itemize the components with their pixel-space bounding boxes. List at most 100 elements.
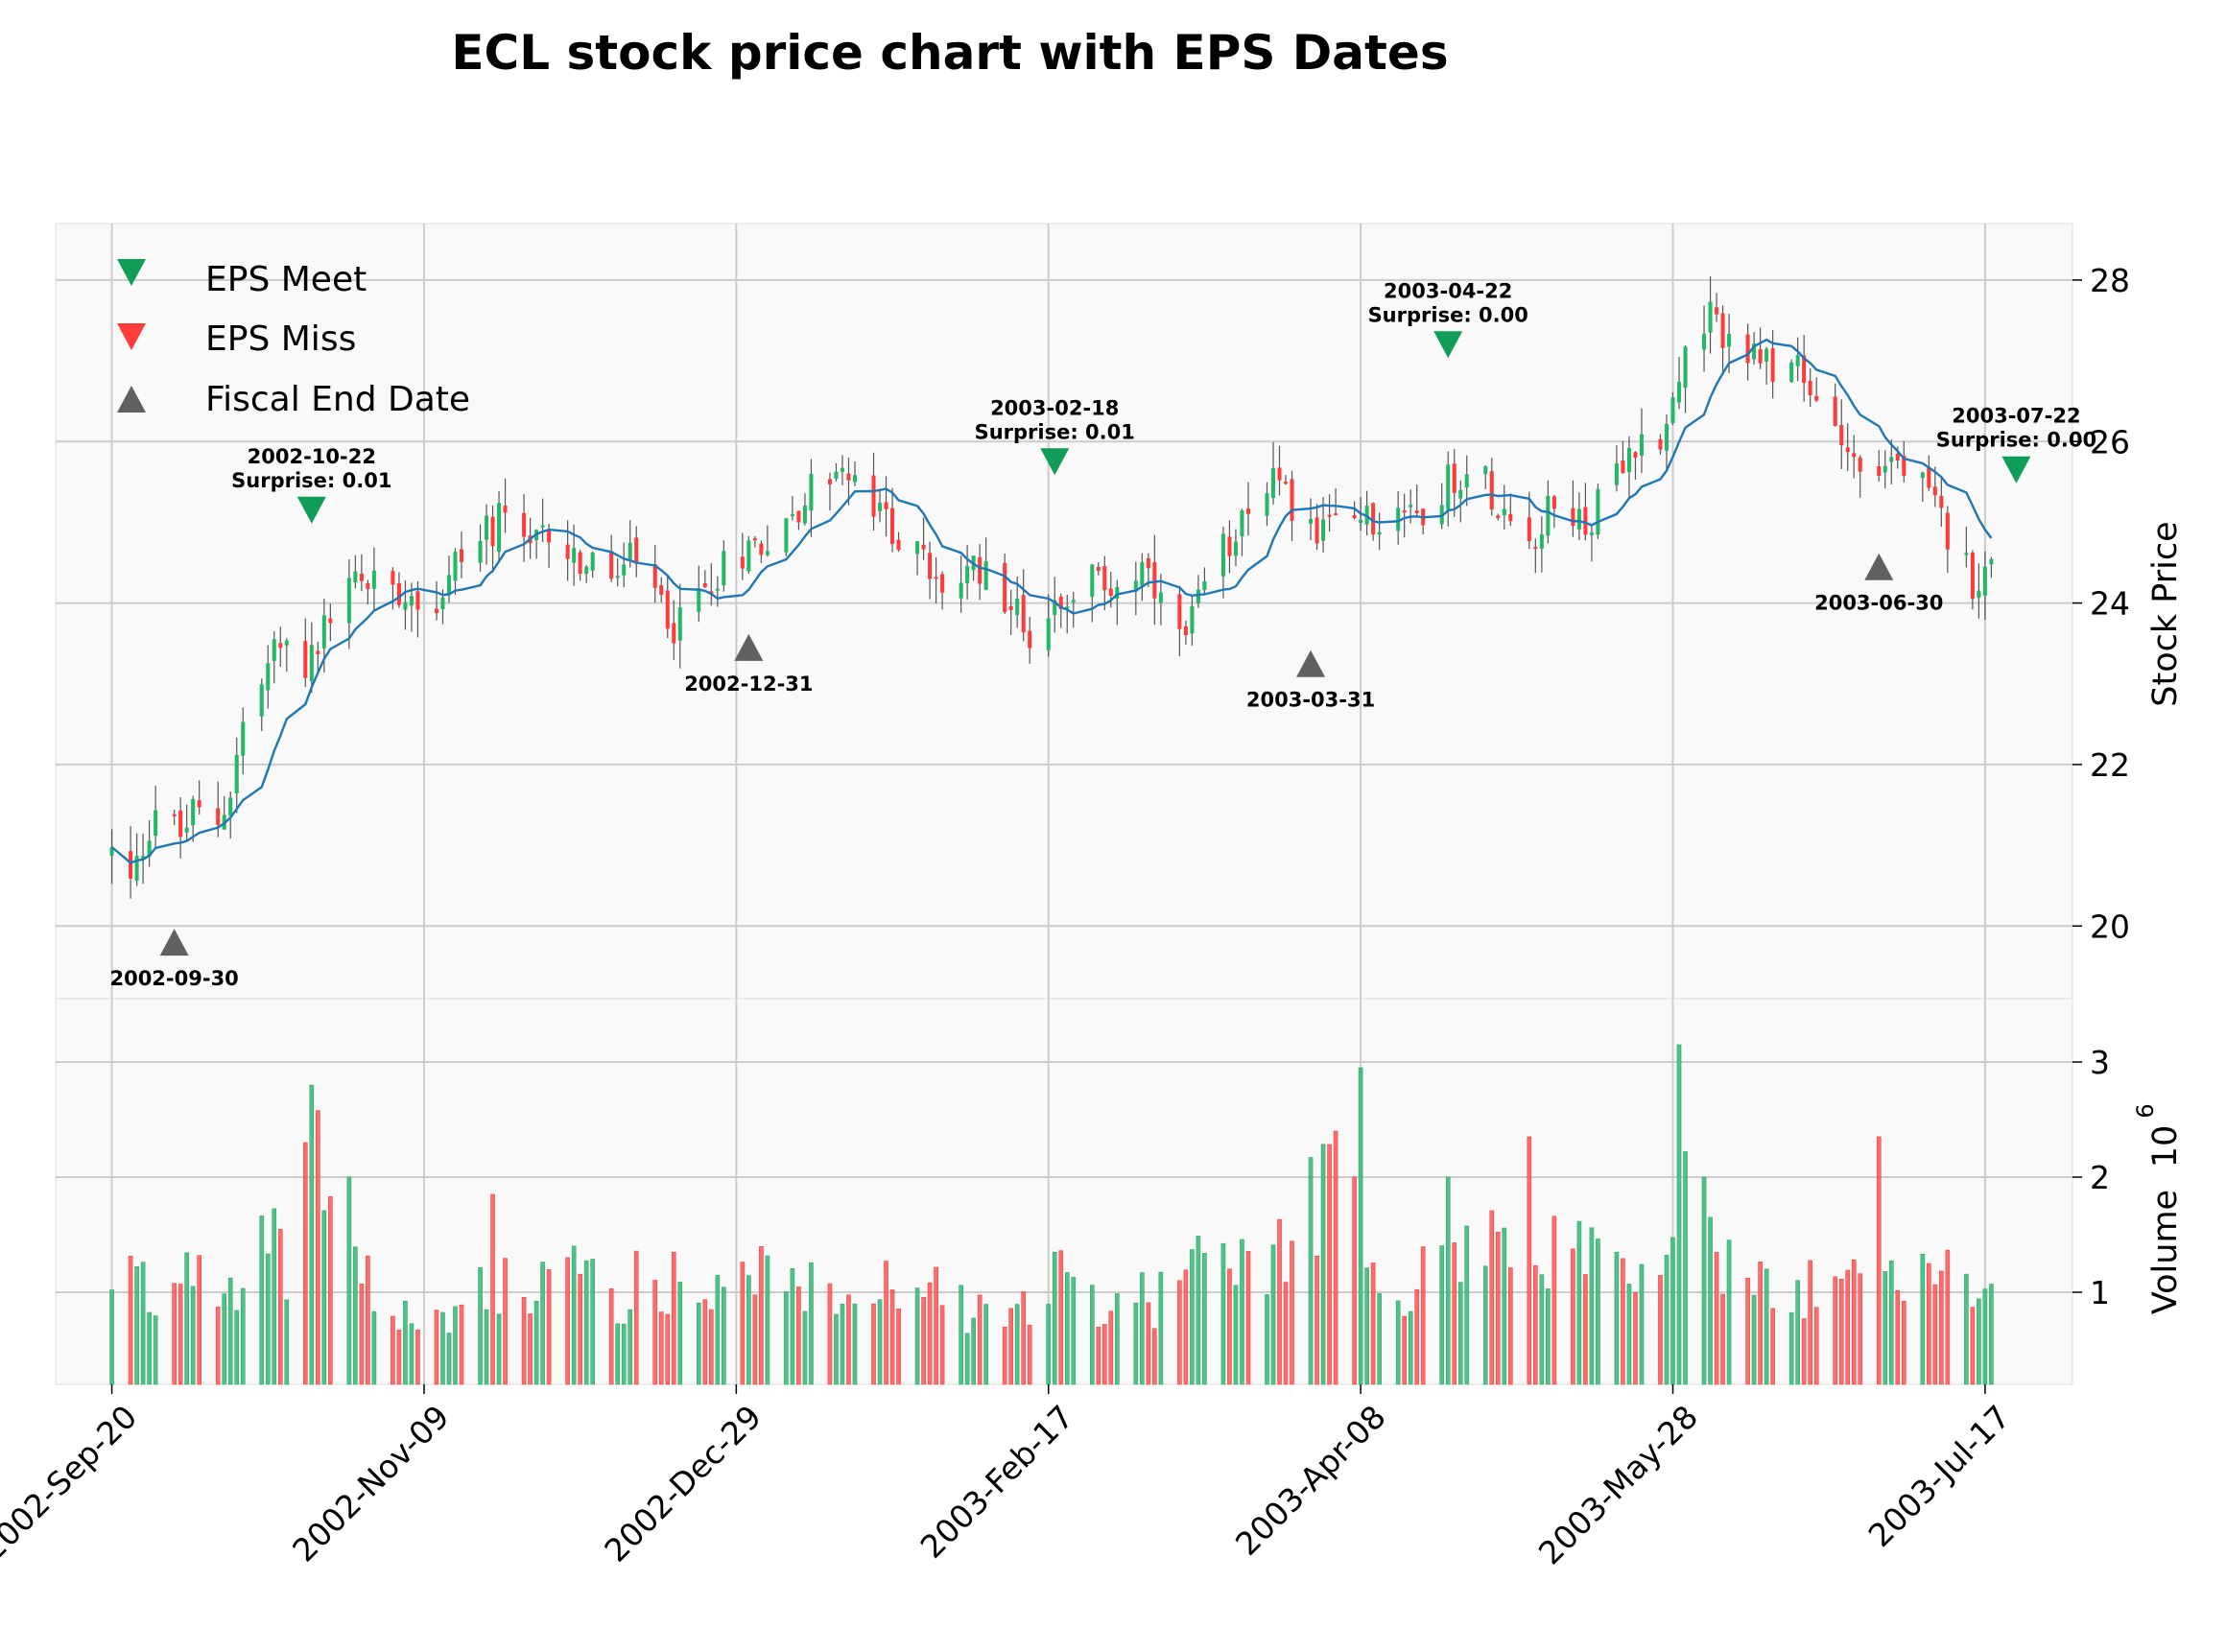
volume-bar-up xyxy=(234,1310,240,1385)
candle-up xyxy=(1409,505,1413,507)
candle-up xyxy=(1789,362,1794,383)
volume-bar-up xyxy=(784,1291,789,1385)
volume-bar-down xyxy=(197,1255,201,1385)
eps-meet-marker xyxy=(1040,448,1070,476)
eps-date-label: 2002-10-22 xyxy=(248,445,376,468)
candle-down xyxy=(328,618,333,624)
volume-tick-label: 3 xyxy=(2090,1044,2110,1081)
candle-up xyxy=(241,721,246,756)
volume-bar-up xyxy=(790,1267,795,1385)
candle-down xyxy=(1152,562,1157,599)
candle-down xyxy=(359,573,364,581)
candle-up xyxy=(1140,561,1145,587)
candle-down xyxy=(303,641,308,678)
candle-up xyxy=(1071,600,1076,602)
eps-meet-marker xyxy=(296,496,326,524)
candle-down xyxy=(871,475,876,517)
candle-down xyxy=(415,591,420,610)
candle-down xyxy=(1352,515,1357,519)
volume-bar-down xyxy=(1146,1302,1151,1385)
volume-bar-up xyxy=(1751,1294,1757,1385)
volume-bar-up xyxy=(496,1313,502,1385)
candle-up xyxy=(784,518,789,553)
candle-down xyxy=(547,530,552,543)
eps-date-label: 2003-07-22 xyxy=(1952,405,2080,428)
volume-bar-down xyxy=(1177,1280,1182,1385)
candle-up xyxy=(1483,466,1488,475)
x-tick-label: 2002-Nov-09 xyxy=(285,1398,456,1569)
candle-up xyxy=(284,640,289,646)
volume-bar-up xyxy=(1395,1300,1401,1385)
candle-up xyxy=(1982,566,1987,596)
eps-date-label: 2003-04-22 xyxy=(1384,279,1512,302)
volume-bar-up xyxy=(1439,1245,1445,1385)
volume-bar-up xyxy=(571,1245,577,1385)
volume-bar-up xyxy=(453,1306,458,1385)
candle-up xyxy=(959,582,963,599)
candle-down xyxy=(1858,457,1862,472)
candle-down xyxy=(565,544,570,559)
candle-up xyxy=(1377,531,1382,535)
candle-up xyxy=(590,553,595,571)
candle-down xyxy=(1945,512,1950,550)
volume-bar-up xyxy=(1190,1249,1195,1385)
candle-up xyxy=(134,856,139,881)
candle-up xyxy=(403,602,408,610)
candle-up xyxy=(1964,553,1969,555)
candle-up xyxy=(1233,541,1238,556)
volume-bar-down xyxy=(1851,1259,1857,1385)
volume-bar-up xyxy=(722,1286,726,1385)
volume-bar-down xyxy=(1714,1252,1719,1385)
candle-up xyxy=(272,639,276,661)
volume-bar-down xyxy=(1333,1130,1338,1385)
candle-down xyxy=(1833,396,1837,426)
candle-down xyxy=(1877,466,1882,477)
volume-bar-up xyxy=(1220,1242,1226,1385)
fiscal-end-label: 2002-09-30 xyxy=(109,967,238,990)
volume-bar-up xyxy=(478,1267,483,1385)
candle-down xyxy=(934,577,938,579)
price-panel xyxy=(55,223,2073,1000)
volume-bar-down xyxy=(1283,1282,1289,1385)
candle-up xyxy=(983,561,988,590)
candle-down xyxy=(1845,447,1850,453)
volume-bar-down xyxy=(1058,1250,1064,1385)
candle-up xyxy=(722,551,726,586)
candle-down xyxy=(659,585,664,596)
candle-up xyxy=(1670,397,1675,423)
fiscal-end-marker xyxy=(1296,649,1326,677)
volume-bar-up xyxy=(1626,1284,1632,1385)
volume-bar-down xyxy=(1402,1315,1407,1385)
volume-bar-up xyxy=(1308,1157,1314,1385)
volume-bar-down xyxy=(434,1310,439,1385)
volume-bar-down xyxy=(1927,1263,1931,1385)
candle-down xyxy=(1314,517,1319,544)
volume-bar-up xyxy=(746,1275,751,1385)
candle-down xyxy=(609,551,614,579)
candle-down xyxy=(1571,507,1575,527)
candle-down xyxy=(1939,495,1944,508)
candle-up xyxy=(802,505,807,524)
candle-down xyxy=(796,510,801,523)
volume-bar-down xyxy=(1021,1291,1027,1385)
legend-eps-miss-marker xyxy=(117,323,146,350)
x-tick-label: 2003-Feb-17 xyxy=(913,1398,1081,1566)
volume-bar-down xyxy=(396,1330,402,1385)
volume-bar-down xyxy=(1489,1210,1495,1385)
chart-title: ECL stock price chart with EPS Dates xyxy=(451,25,1448,81)
volume-bar-down xyxy=(977,1294,983,1385)
volume-bar-down xyxy=(302,1142,308,1385)
eps-meet-marker xyxy=(1433,331,1463,359)
volume-bar-down xyxy=(415,1329,420,1385)
candle-up xyxy=(1464,474,1469,488)
volume-bar-up xyxy=(484,1309,489,1385)
volume-bar-down xyxy=(1583,1274,1588,1385)
volume-bar-up xyxy=(1240,1239,1244,1385)
volume-bar-down xyxy=(215,1306,221,1385)
x-tick-label: 2002-Dec-29 xyxy=(597,1398,769,1569)
candle-up xyxy=(1708,301,1713,333)
volume-bar-up xyxy=(1982,1288,1988,1385)
candle-down xyxy=(978,556,983,584)
candle-up xyxy=(266,663,271,691)
candle-down xyxy=(1227,536,1232,556)
